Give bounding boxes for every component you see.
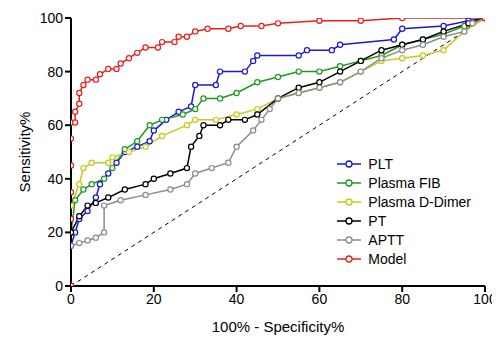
svg-text:40: 40 xyxy=(229,291,245,307)
svg-text:100% - Specificity%: 100% - Specificity% xyxy=(212,318,345,335)
svg-text:Sensitivity%: Sensitivity% xyxy=(16,112,33,193)
html-text:APTT: APTT xyxy=(368,231,405,248)
svg-text:80: 80 xyxy=(47,64,63,80)
html-text:Plasma D-Dimer: Plasma D-Dimer xyxy=(368,193,471,210)
svg-text:0: 0 xyxy=(67,291,75,307)
svg-text:100: 100 xyxy=(473,291,492,307)
svg-text:80: 80 xyxy=(394,291,410,307)
html-text:Model: Model xyxy=(368,250,407,267)
svg-text:40: 40 xyxy=(47,171,63,187)
svg-text:60: 60 xyxy=(312,291,328,307)
svg-text:20: 20 xyxy=(47,224,63,240)
html-text:PLT: PLT xyxy=(368,155,393,172)
svg-text:60: 60 xyxy=(47,117,63,133)
svg-text:20: 20 xyxy=(146,291,162,307)
html-text:Plasma FIB: Plasma FIB xyxy=(368,174,441,191)
svg-text:100: 100 xyxy=(40,10,64,26)
svg-text:0: 0 xyxy=(55,278,63,294)
html-text:PT: PT xyxy=(368,212,387,229)
